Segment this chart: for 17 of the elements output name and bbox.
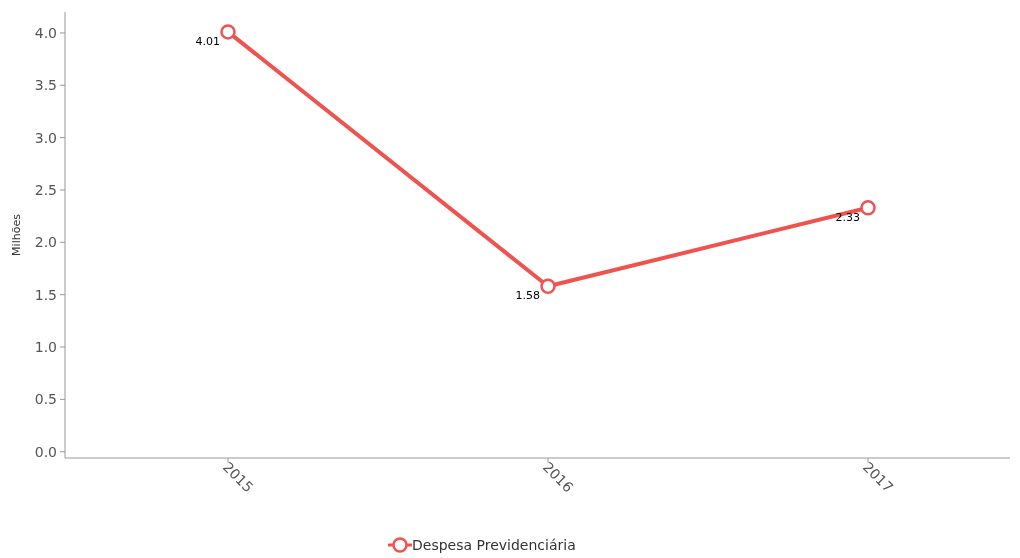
y-tick-label: 2.0 [34, 234, 57, 251]
point [540, 278, 556, 295]
y-tick-label: 4.0 [34, 24, 57, 41]
y-tick-label: 0.0 [34, 443, 57, 460]
y-tick-label: 1.5 [34, 286, 57, 303]
y-tick-label: 0.5 [34, 391, 57, 408]
y-tick-label: 1.0 [34, 338, 57, 355]
point [220, 24, 236, 40]
data-label: 1.58 [515, 289, 540, 303]
data-label: 2.33 [835, 210, 860, 224]
legend-label: Despesa Previdenciária [412, 536, 576, 553]
data-label: 4.01 [195, 34, 220, 48]
y-tick-label: 3.0 [34, 129, 57, 146]
y-tick-label: 3.5 [34, 77, 57, 94]
y-axis-title: Milhões [10, 213, 23, 256]
y-tick-label: 2.5 [34, 181, 57, 198]
point [860, 200, 876, 216]
